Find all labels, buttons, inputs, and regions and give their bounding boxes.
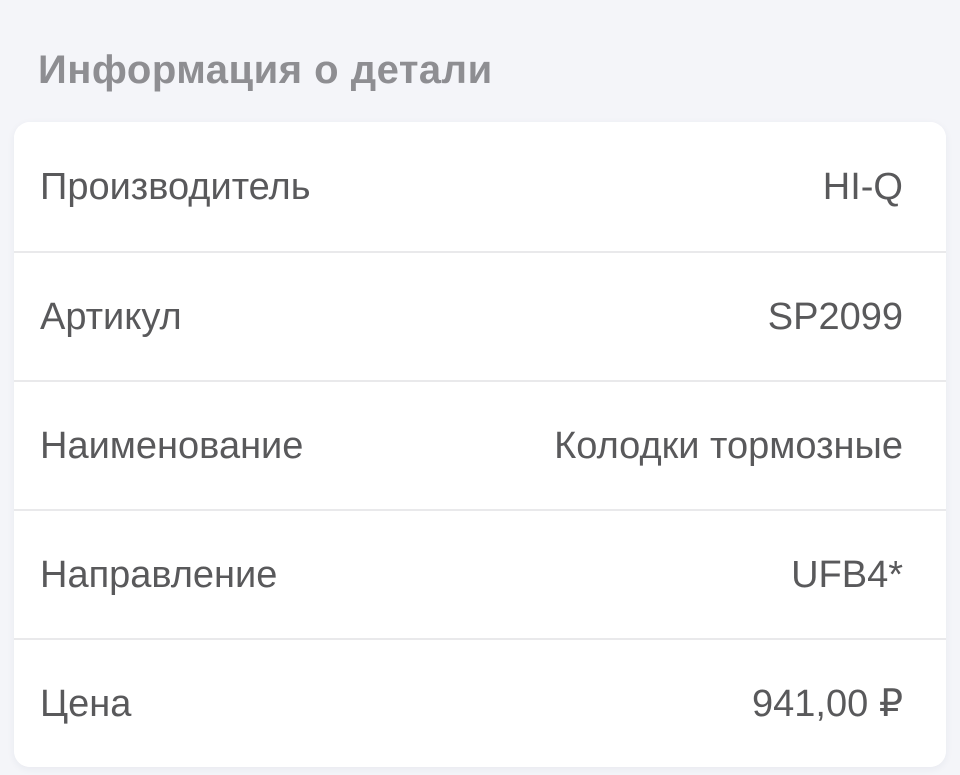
- article-value: SP2099: [767, 295, 903, 338]
- part-info-card: Производитель HI-Q Артикул SP2099 Наимен…: [14, 122, 946, 767]
- info-row-article: Артикул SP2099: [14, 251, 946, 380]
- info-row-direction: Направление UFB4*: [14, 509, 946, 638]
- name-label: Наименование: [40, 424, 304, 467]
- direction-label: Направление: [40, 553, 278, 596]
- manufacturer-value: HI-Q: [822, 165, 903, 208]
- price-value: 941,00 ₽: [752, 682, 903, 725]
- info-row-name: Наименование Колодки тормозные: [14, 380, 946, 509]
- page-title: Информация о детали: [38, 48, 493, 92]
- article-label: Артикул: [40, 295, 182, 338]
- info-row-manufacturer: Производитель HI-Q: [14, 122, 946, 251]
- manufacturer-label: Производитель: [40, 165, 311, 208]
- direction-value: UFB4*: [791, 553, 903, 596]
- info-row-price: Цена 941,00 ₽: [14, 638, 946, 767]
- name-value: Колодки тормозные: [554, 424, 903, 467]
- price-label: Цена: [40, 682, 132, 725]
